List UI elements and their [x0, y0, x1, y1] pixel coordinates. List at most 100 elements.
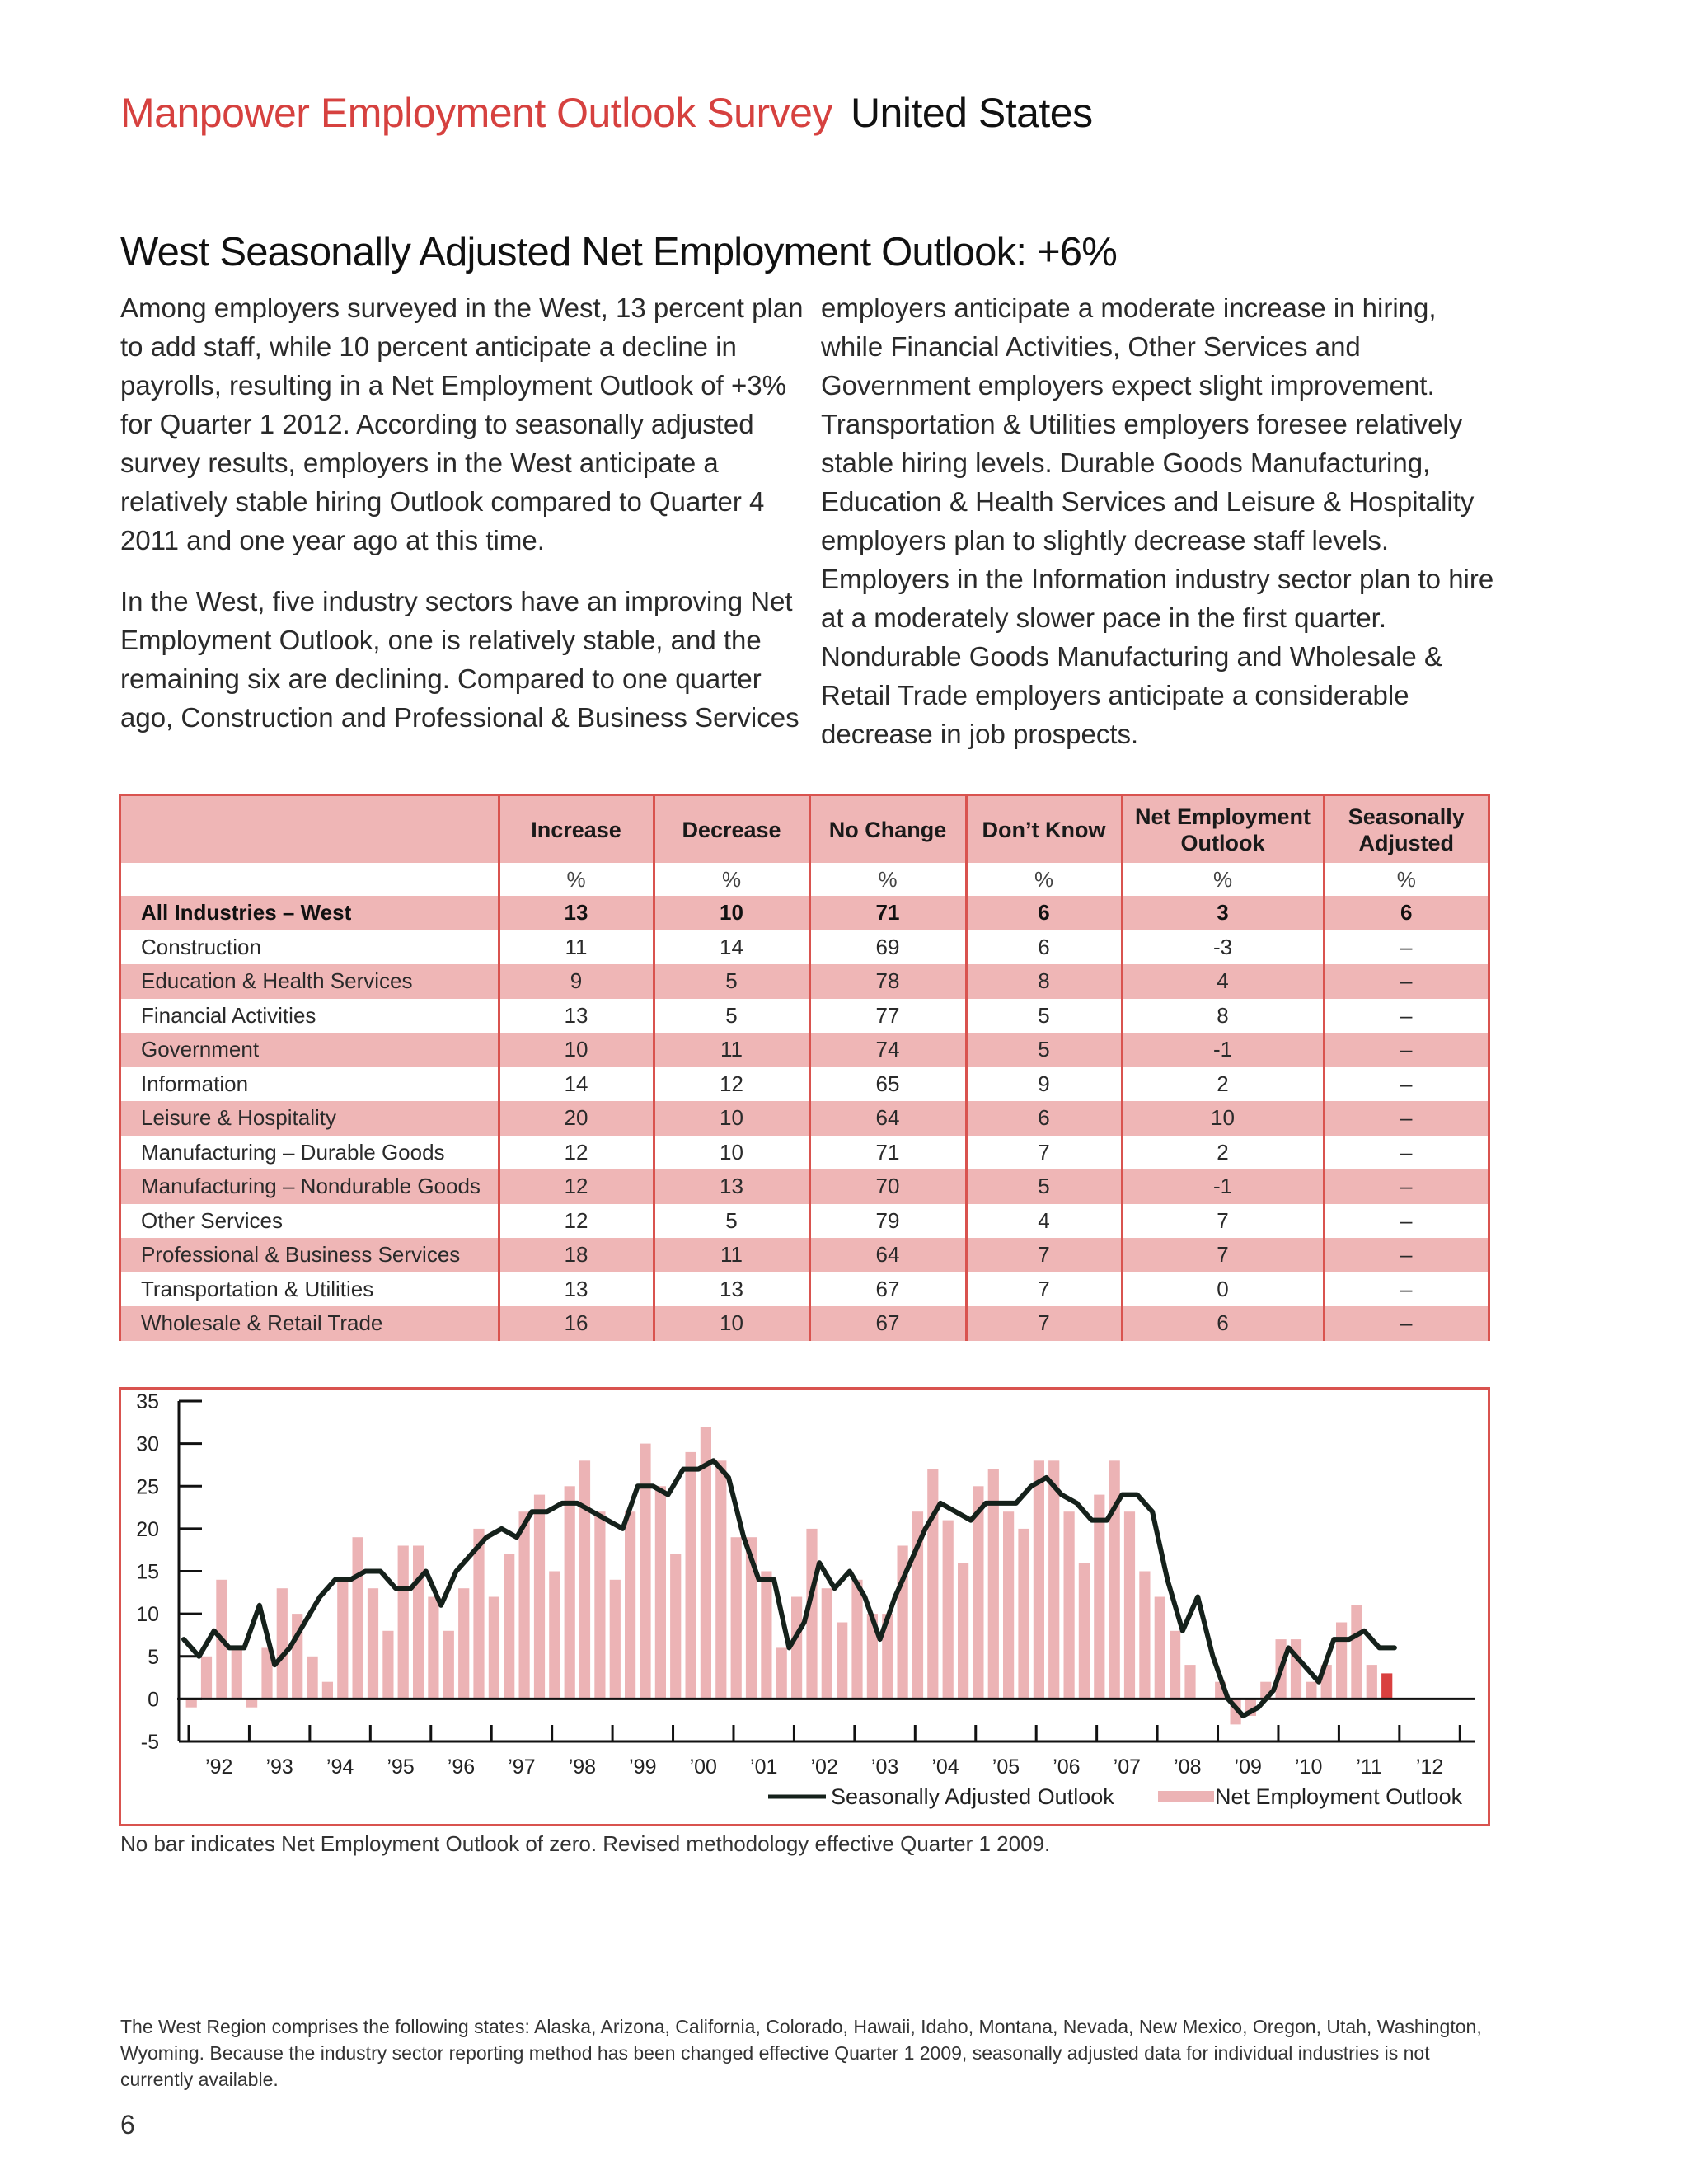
table-cell: 8: [964, 964, 1122, 999]
y-tick-label: 25: [136, 1475, 159, 1498]
industry-name: All Industries – West: [121, 896, 499, 930]
industry-name: Manufacturing – Nondurable Goods: [121, 1169, 499, 1204]
chart-bar: [382, 1630, 394, 1699]
x-tick-label: ’00: [690, 1755, 717, 1779]
section-title: West Seasonally Adjusted Net Employment …: [120, 230, 1118, 274]
table-cell: –: [1322, 930, 1488, 964]
chart-bar: [1381, 1673, 1393, 1699]
table-cell: 18: [497, 1238, 654, 1272]
table-cell: 6: [964, 930, 1122, 964]
table-cell: –: [1322, 1135, 1488, 1169]
chart-bar: [428, 1596, 439, 1699]
industry-name: Transportation & Utilities: [141, 1276, 374, 1301]
chart-bar: [564, 1486, 575, 1699]
chart-bar: [473, 1528, 485, 1699]
chart-bar: [579, 1460, 591, 1699]
table-cell: 10: [652, 1135, 809, 1169]
chart-bar: [776, 1647, 787, 1699]
table-cell: 13: [652, 1272, 809, 1306]
table-cell: 67: [808, 1272, 966, 1306]
chart-bar: [1094, 1494, 1105, 1699]
chart-bar: [1336, 1622, 1348, 1699]
chart-bar: [1139, 1571, 1151, 1699]
x-tick-label: ’94: [326, 1755, 354, 1779]
industry-name: Leisure & Hospitality: [121, 1101, 499, 1136]
chart-bar: [761, 1571, 772, 1699]
table-cell: –: [1322, 1203, 1488, 1238]
table-header-blank: [121, 796, 499, 863]
chart-bar: [806, 1528, 818, 1699]
chart-bar: [200, 1656, 213, 1699]
chart-bar: [837, 1622, 848, 1699]
table-row: Transportation & Utilities 13 13 67 7 0–: [121, 1272, 1488, 1306]
industry-name: Information: [141, 1071, 249, 1096]
survey-title: Manpower Employment Outlook Survey: [120, 90, 832, 136]
x-tick-label: ’06: [1053, 1755, 1080, 1779]
table-cell: 7: [1120, 1238, 1324, 1272]
chart-bar: [321, 1681, 333, 1699]
chart-bar: [927, 1469, 939, 1699]
chart-bar: [654, 1486, 666, 1699]
table-row: All Industries – West 13 10 71 6 3 6: [121, 896, 1488, 930]
chart-bar: [1033, 1460, 1044, 1699]
industry-outlook-table: Increase Decrease No Change Don’t Know N…: [119, 794, 1490, 1341]
table-row: Leisure & Hospitality 20 10 64 6 10–: [121, 1101, 1488, 1136]
chart-bar: [533, 1494, 546, 1699]
y-tick-label: 0: [148, 1688, 159, 1711]
table-cell: 6: [964, 896, 1122, 930]
table-cell: 12: [497, 1169, 654, 1204]
chart-bar: [397, 1545, 409, 1699]
table-cell: 0: [1120, 1272, 1324, 1306]
x-tick-label: ’03: [871, 1755, 898, 1779]
table-unit: %: [1322, 863, 1488, 896]
y-tick-label: -5: [141, 1731, 159, 1754]
chart-bar: [745, 1537, 757, 1699]
y-tick-label: 10: [136, 1603, 159, 1626]
industry-name: Education & Health Services: [121, 964, 499, 999]
table-cell: 8: [1120, 998, 1324, 1033]
table-cell: 11: [652, 1238, 809, 1272]
chart-bar: [851, 1579, 863, 1699]
chart-bar: [958, 1563, 969, 1699]
body-paragraph: In the West, five industry sectors have …: [120, 586, 799, 733]
x-tick-label: ’10: [1295, 1755, 1322, 1779]
chart-bar: [912, 1511, 924, 1699]
chart-bar: [1063, 1511, 1075, 1699]
legend-label: Net Employment Outlook: [1215, 1784, 1463, 1809]
table-cell: 13: [652, 1169, 809, 1204]
country-title: United States: [850, 90, 1093, 136]
table-cell: 9: [497, 964, 654, 999]
table-cell: 12: [497, 1203, 654, 1238]
table-row: Other Services 12 5 79 4 7–: [121, 1203, 1488, 1238]
industry-name: Wholesale & Retail Trade: [121, 1306, 499, 1341]
page-number: 6: [120, 2110, 135, 2139]
x-tick-label: ’08: [1174, 1755, 1201, 1779]
industry-name: Other Services: [141, 1207, 283, 1233]
chart-bar: [791, 1596, 803, 1699]
industry-name: Manufacturing – Durable Goods: [141, 1139, 445, 1165]
table-cell: 16: [497, 1306, 654, 1341]
x-tick-label: ’93: [265, 1755, 293, 1779]
table-cell: 78: [808, 964, 966, 999]
table-cell: -3: [1120, 930, 1324, 964]
legend-label: Seasonally Adjusted Outlook: [831, 1784, 1114, 1809]
x-tick-label: ’12: [1416, 1755, 1443, 1779]
chart-bar: [882, 1614, 893, 1699]
table-row: Construction 11 14 69 6 -3–: [121, 930, 1488, 964]
table-cell: 10: [652, 1101, 809, 1136]
table-cell: –: [1322, 964, 1488, 999]
table-cell: 6: [964, 1101, 1122, 1136]
chart-bar: [594, 1511, 606, 1699]
industry-name: Construction: [141, 934, 261, 959]
x-tick-label: ’02: [810, 1755, 837, 1779]
chart-bar: [1109, 1460, 1120, 1699]
industry-name: Professional & Business Services: [121, 1238, 499, 1272]
y-tick-label: 30: [136, 1433, 159, 1456]
table-header: Seasonally Adjusted: [1322, 796, 1488, 863]
chart-bar: [307, 1656, 318, 1699]
chart-bar: [261, 1647, 273, 1699]
table-cell: 6: [1120, 1306, 1324, 1341]
industry-name: Government: [121, 1033, 499, 1067]
chart-bar: [821, 1588, 832, 1699]
table-header: Decrease: [652, 796, 809, 863]
